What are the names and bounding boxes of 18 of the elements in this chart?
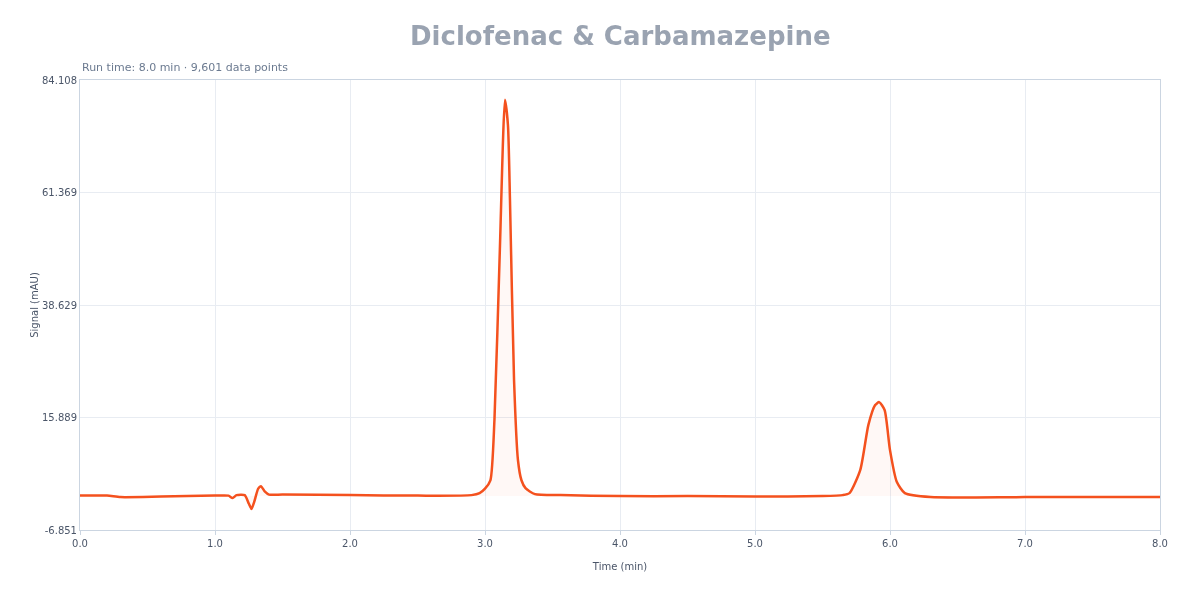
y-tick-label: 15.889 xyxy=(42,412,77,423)
x-tick-label: 3.0 xyxy=(477,538,493,549)
x-tick-label: 0.0 xyxy=(72,538,88,549)
x-tick-label: 1.0 xyxy=(207,538,223,549)
y-tick-label: 61.369 xyxy=(42,187,77,198)
y-tick-label: 38.629 xyxy=(42,299,77,311)
chart-title: Diclofenac & Carbamazepine xyxy=(410,21,831,51)
x-tick-label: 2.0 xyxy=(342,538,358,549)
x-tick-label: 6.0 xyxy=(882,538,898,549)
y-axis-title: Signal (mAU) xyxy=(29,272,40,338)
y-tick-label: -6.851 xyxy=(44,524,77,536)
x-axis-title: Time (min) xyxy=(591,561,648,572)
x-tick-label: 4.0 xyxy=(612,538,628,549)
x-tick-label: 8.0 xyxy=(1152,538,1168,549)
x-tick-label: 7.0 xyxy=(1017,538,1033,549)
chart-subtitle: Run time: 8.0 min · 9,601 data points xyxy=(82,61,289,74)
x-tick-label: 5.0 xyxy=(747,538,763,549)
y-tick-label: 84.108 xyxy=(42,74,77,86)
